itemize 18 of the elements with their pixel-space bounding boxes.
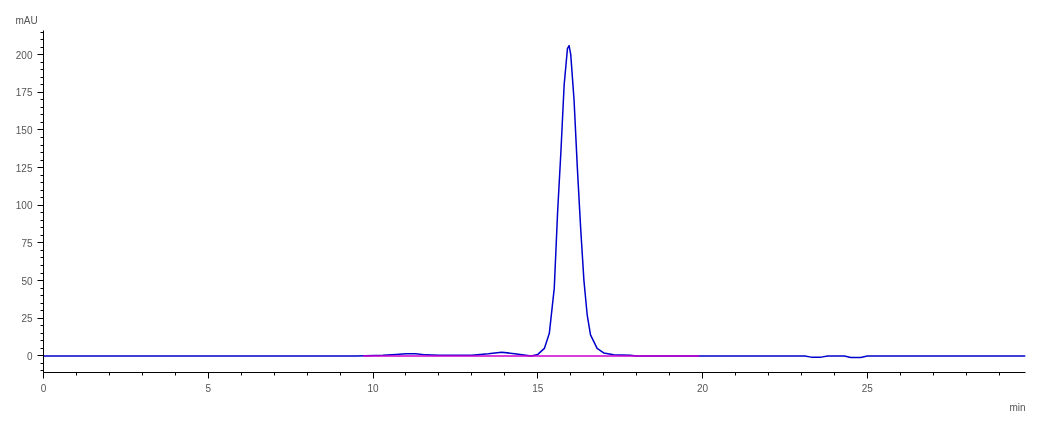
y-tick-label: 100	[15, 200, 33, 212]
x-tick-label: 15	[532, 382, 544, 394]
y-axis-title: mAU	[15, 14, 38, 26]
y-tick-label: 50	[21, 275, 33, 287]
x-tick-label: 5	[205, 382, 212, 394]
y-tick-label: 75	[21, 237, 33, 249]
x-tick-label: 10	[367, 382, 380, 394]
y-tick-label: 0	[26, 350, 33, 362]
line-series	[43, 44, 1026, 359]
y-tick-label: 150	[15, 124, 33, 136]
y-tick-label: 25	[21, 313, 33, 325]
y-tick-label: 125	[15, 162, 33, 174]
y-tick-label: 200	[15, 49, 33, 61]
x-tick-label: 0	[40, 382, 47, 394]
y-tick-label: 175	[15, 87, 33, 99]
x-tick-label: 20	[697, 382, 709, 394]
x-axis-title: min	[1009, 401, 1026, 413]
x-tick-label: 25	[861, 382, 874, 394]
